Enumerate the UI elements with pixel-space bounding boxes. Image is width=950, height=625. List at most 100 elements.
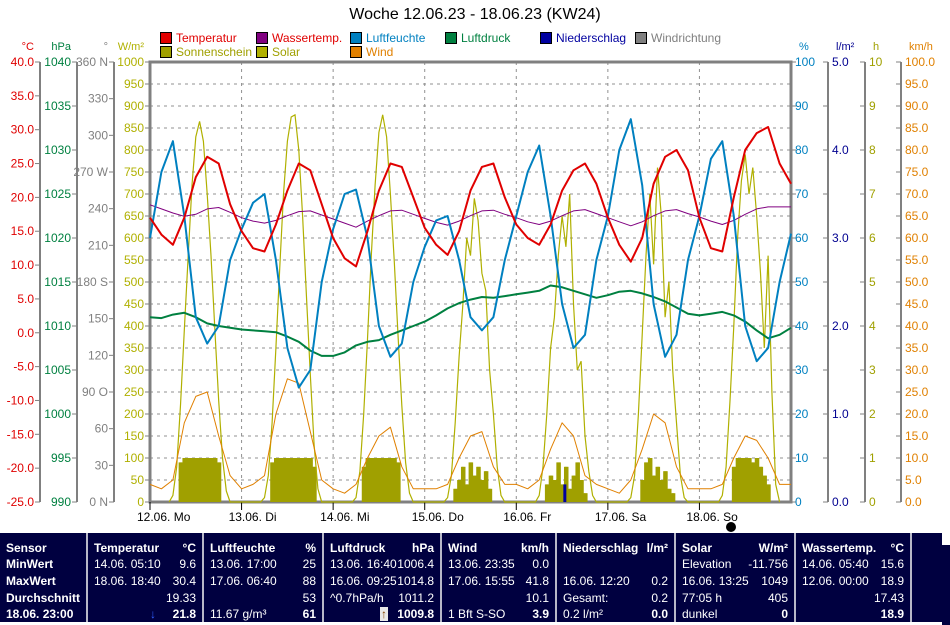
axis-tick-label: 1000 (117, 55, 144, 69)
axis-tick-label: 5.0 (905, 473, 922, 487)
sunshine-bar (384, 458, 387, 502)
sunshine-bar (555, 480, 558, 502)
table-row: Luftfeuchte% (210, 541, 316, 557)
axis-tick-label: 5 (869, 275, 876, 289)
axis-tick-label: 950 (124, 77, 144, 91)
sunshine-bar (280, 458, 283, 502)
sunshine-bar (215, 458, 218, 502)
cell-value: 18.9 (880, 607, 904, 621)
axis-tick-label: 1030 (44, 143, 71, 157)
axis-tick-label: 15.0 (905, 429, 929, 443)
sunshine-bar (205, 458, 208, 502)
cell-label: dunkel (682, 607, 718, 621)
legend-label: Niederschlag (556, 31, 627, 45)
legend-label: Luftfeuchte (366, 31, 426, 45)
axis-tick-label: -15.0 (7, 427, 35, 441)
sunshine-bar (650, 458, 653, 502)
sunshine-bar (651, 475, 654, 502)
sunshine-bar (209, 458, 212, 502)
legend-swatch (350, 32, 362, 44)
column-unit: l/m² (646, 541, 668, 555)
table-column-water: Wassertemp. °C 14.06. 05:40 15.6 12.06. 00:0… (796, 533, 912, 622)
axis-tick-label: 60.0 (905, 231, 929, 245)
temperature-line (149, 126, 792, 268)
sunshine-bar (303, 458, 306, 502)
table-row: 77:05 h 405 (682, 591, 788, 607)
sunshine-bar (370, 458, 373, 502)
axis-tick-label: 0 N (89, 495, 108, 509)
sunshine-bar (178, 462, 181, 502)
axis-tick-label: 30.0 (905, 363, 929, 377)
sunshine-bar (290, 458, 293, 502)
axis-tick-label: 0 (869, 495, 876, 509)
axis-tick-label: 30 (95, 458, 109, 472)
axis-tick-label: 100 (795, 55, 815, 69)
sunshine-bar (387, 458, 390, 502)
sunshine-bar (480, 480, 483, 502)
sunshine-bar (488, 488, 491, 502)
chart-title: Woche 12.06.23 - 18.06.23 (KW24) (349, 6, 601, 23)
sunshine-bar (566, 466, 569, 502)
sunshine-bar (361, 466, 364, 502)
sunshine-bar (276, 458, 279, 502)
sunshine-bar (271, 462, 274, 502)
sunshine-bar (463, 466, 466, 502)
table-row: 13.06. 16:40 1006.4 (330, 557, 434, 573)
sunshine-bar (398, 462, 401, 502)
cell-value: -11.756 (748, 557, 788, 571)
axis-tick-label: 150 (88, 312, 108, 326)
sunshine-bar (485, 471, 488, 502)
sunshine-bar (385, 458, 388, 502)
axis-tick-label: -5.0 (13, 360, 34, 374)
cell-label: 14.06. 05:40 (802, 557, 869, 571)
legend-label: Sonnenschein (176, 45, 253, 59)
sunshine-bar (392, 458, 395, 502)
sunshine-bar (374, 458, 377, 502)
legend-item-niederschlag: Niederschlag (540, 31, 626, 45)
legend-label: Wind (366, 45, 394, 59)
table-row: Durchschnitt (6, 591, 80, 607)
moon-phase-icon (726, 522, 736, 532)
axis-tick-label: 6 (869, 231, 876, 245)
axis-tick-label: 80 (795, 143, 809, 157)
axis-tick-label: -25.0 (7, 495, 35, 509)
sunshine-bar (380, 458, 383, 502)
column-header: Luftfeuchte (210, 541, 276, 555)
axis-tick-label: 750 (124, 165, 144, 179)
axis-tick-label: 1000 (44, 407, 71, 421)
sunshine-bar (453, 488, 456, 502)
axis-tick-label: 40.0 (905, 319, 929, 333)
axis-tick-label: 650 (124, 209, 144, 223)
table-row: 13.06. 17:00 25 (210, 557, 316, 573)
sunshine-bar (742, 458, 745, 502)
sunshine-bar (471, 462, 474, 502)
cell-label: 11.67 g/m³ (210, 607, 267, 621)
day-label: 18.06. So (686, 510, 738, 524)
sunshine-bar (745, 458, 748, 502)
sunshine-bar (754, 458, 757, 502)
sunshine-bar (202, 458, 205, 502)
sunshine-bar (646, 462, 649, 502)
axis-tick-label: 100 (124, 451, 144, 465)
axis-tick-label: 90.0 (905, 99, 929, 113)
axis-tick-label: 1015 (44, 275, 71, 289)
sunshine-bar (378, 458, 381, 502)
axis-tick-label: 1 (869, 451, 876, 465)
axis-tick-label: 75.0 (905, 165, 929, 179)
axis-tick-label: 10.0 (11, 258, 35, 272)
axis-tick-label: 0 (795, 495, 802, 509)
sunshine-bar (738, 458, 741, 502)
sunshine-bar (468, 462, 471, 502)
axis-tick-label: 1.0 (832, 407, 849, 421)
axis-unit: ° (104, 41, 108, 53)
sunshine-bar (464, 484, 467, 502)
sunshine-bar (197, 458, 200, 502)
sunshine-bar (191, 458, 194, 502)
sunshine-bar (210, 458, 213, 502)
sunshine-bar (183, 458, 186, 502)
sunshine-bar (186, 458, 189, 502)
column-header: Wind (448, 541, 478, 555)
sunshine-bar (731, 466, 734, 502)
cell-value: 17.43 (873, 591, 904, 605)
axis-unit: W/m² (118, 41, 145, 53)
